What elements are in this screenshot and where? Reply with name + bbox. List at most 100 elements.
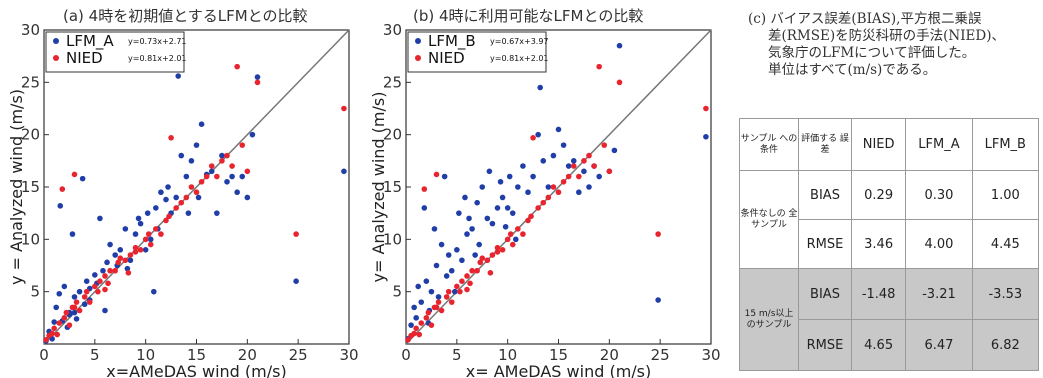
lfm-point — [413, 315, 419, 321]
lfm-point — [97, 215, 103, 222]
nied-point — [51, 325, 57, 332]
nied-point — [86, 299, 93, 305]
nied-point — [76, 307, 83, 314]
nied-point — [616, 79, 623, 86]
lfm-point — [83, 278, 90, 285]
table-row: 条件なしの 全サンプル BIAS 0.29 0.30 1.00 — [739, 170, 1040, 269]
lfm-point — [51, 319, 57, 325]
lfm-point — [127, 257, 134, 264]
nied-point — [56, 320, 63, 326]
nied-point — [405, 337, 411, 343]
lfm-point — [73, 316, 80, 322]
lfm-point — [576, 189, 582, 196]
lfm-point — [224, 178, 230, 185]
lfm-point — [229, 173, 235, 180]
table-row: RMSE 4.65 6.47 6.82 — [740, 319, 1040, 371]
lfm-point — [540, 158, 547, 164]
nied-point — [59, 186, 66, 192]
nied-point — [71, 304, 78, 311]
legend-box — [407, 31, 547, 73]
nied-point — [477, 259, 484, 266]
legend-equation: y=0.73x+2.71 — [128, 37, 187, 46]
x-tick-label: 5 — [90, 346, 100, 364]
nied-point — [474, 267, 480, 274]
nied-point — [494, 244, 501, 251]
nied-point — [153, 226, 159, 232]
lfm-point — [560, 142, 567, 148]
lfm-point — [102, 307, 108, 314]
lfm-point — [71, 294, 78, 300]
lfm-point — [462, 194, 468, 201]
x-tick-label: 10 — [136, 346, 155, 364]
nied-point — [425, 309, 432, 316]
value-cell: 0.29 — [850, 170, 907, 220]
lfm-point — [214, 210, 220, 216]
lfm-point — [185, 210, 192, 216]
nied-point — [229, 163, 235, 169]
lfm-point — [153, 205, 159, 211]
lfm-point — [234, 189, 240, 196]
nied-point — [105, 280, 111, 287]
note-line-1: (c) バイアス誤差(BIAS),平方根二乗誤 — [748, 11, 982, 27]
lfm-point — [438, 241, 445, 248]
nied-point — [54, 331, 61, 338]
header-nied: NIED — [850, 118, 907, 171]
value-cell: 6.47 — [905, 319, 973, 371]
nied-point — [71, 171, 78, 178]
nied-point — [102, 286, 108, 293]
y-tick-label: 15 — [21, 178, 40, 196]
nied-point — [107, 267, 113, 274]
metric-cell: RMSE — [798, 319, 852, 371]
table-header-row: サンプル への条件 評価する 誤差 NIED LFM_A LFM_B — [739, 118, 1040, 171]
y-tick-label: 10 — [21, 230, 40, 248]
scatter-chart-a: 0 5 10 15 20 25 30 5 10 15 20 25 30 LFM_A y=0.73x+2.71… — [7, 21, 359, 378]
lfm-point — [452, 288, 458, 295]
nied-point — [188, 184, 195, 190]
lfm-point — [445, 252, 452, 258]
lfm-point — [441, 173, 448, 180]
nied-point — [83, 288, 90, 295]
lfm-point — [464, 231, 470, 237]
lfm-point — [502, 223, 509, 230]
nied-point — [448, 299, 455, 305]
lfm-point — [411, 304, 417, 311]
nied-point — [125, 270, 132, 276]
y-tick-label: 25 — [383, 73, 402, 91]
lfm-point — [122, 226, 129, 232]
lfm-point — [239, 173, 246, 180]
y-tick-label: 20 — [21, 126, 40, 144]
nied-point — [81, 294, 88, 300]
lfm-point — [76, 288, 83, 295]
lfm-point — [476, 241, 483, 248]
lfm-point — [158, 189, 164, 196]
lfm-point — [61, 283, 68, 290]
error-stats-table: サンプル への条件 評価する 誤差 NIED LFM_A LFM_B 条件なしの… — [739, 118, 1040, 371]
lfm-point — [183, 173, 190, 180]
lfm-point — [421, 205, 428, 211]
nied-point — [428, 322, 435, 328]
nied-point — [499, 247, 506, 253]
nied-point — [168, 135, 174, 141]
lfm-point — [428, 288, 435, 295]
nied-point — [411, 330, 417, 337]
lfm-point — [195, 194, 202, 201]
nied-point — [494, 249, 501, 255]
y-tick-label: 15 — [383, 178, 402, 196]
panel-b-title: (b) 4時に利用可能なLFMとの比較 — [413, 7, 644, 25]
nied-point — [92, 283, 98, 290]
lfm-point — [484, 215, 491, 222]
nied-point — [219, 158, 225, 164]
lfm-point — [132, 231, 139, 237]
lfm-point — [494, 205, 501, 211]
nied-point — [214, 173, 220, 180]
legend-label: NIED — [428, 49, 465, 67]
lfm-point — [100, 267, 106, 274]
y-tick-label: 5 — [392, 283, 402, 301]
lfm-point — [418, 299, 425, 305]
lfm-point — [112, 252, 118, 258]
lfm-point — [79, 175, 86, 182]
lfm-point — [144, 210, 151, 216]
nied-point — [173, 205, 179, 211]
lfm-point — [486, 168, 493, 175]
lfm-point — [188, 158, 195, 164]
